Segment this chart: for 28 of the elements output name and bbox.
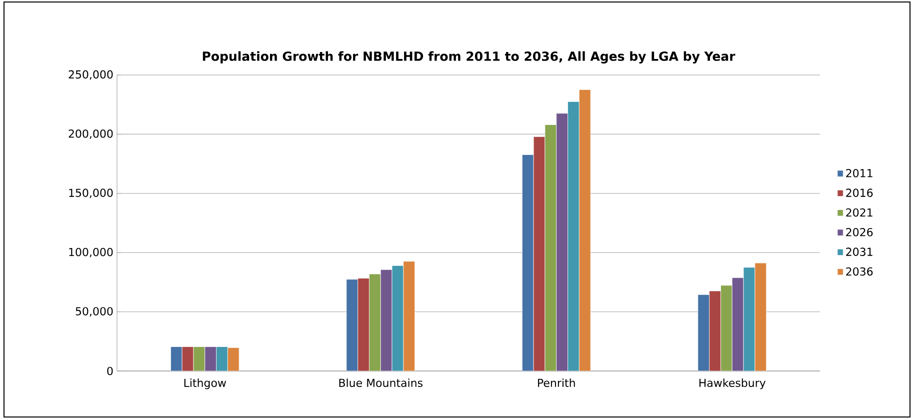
y-tick-label: 100,000 (69, 248, 113, 258)
legend-label: 2021 (846, 208, 872, 217)
y-tick-label: 250,000 (68, 70, 113, 80)
bar (556, 113, 568, 371)
y-tick-label: 0 (107, 366, 113, 376)
bar (698, 294, 710, 371)
y-tick-label: 200,000 (68, 129, 113, 139)
bar (380, 269, 392, 371)
y-tick-label: 50,000 (76, 307, 113, 316)
legend-label: 2036 (846, 267, 873, 276)
bar (522, 154, 534, 371)
bar (204, 346, 216, 371)
x-tick-label: Blue Mountains (339, 378, 422, 388)
y-tick-label: 150,000 (69, 188, 113, 198)
x-tick-label: Lithgow (184, 378, 226, 390)
bar (533, 136, 546, 371)
x-tick-label: Penrith (538, 378, 575, 388)
legend-label: 2011 (846, 169, 872, 178)
x-tick-label: Hawkesbury (699, 378, 766, 390)
bar (709, 290, 721, 371)
bar (358, 278, 370, 371)
legend-label: 2016 (846, 188, 873, 197)
chart-title: Population Growth for NBMLHD from 2011 to 2036, All Ages by LGA by Year (202, 51, 736, 64)
bar (170, 346, 182, 371)
bar (346, 279, 358, 371)
bar (732, 277, 744, 371)
legend-label: 2031 (846, 248, 872, 256)
legend-label: 2026 (846, 228, 873, 236)
